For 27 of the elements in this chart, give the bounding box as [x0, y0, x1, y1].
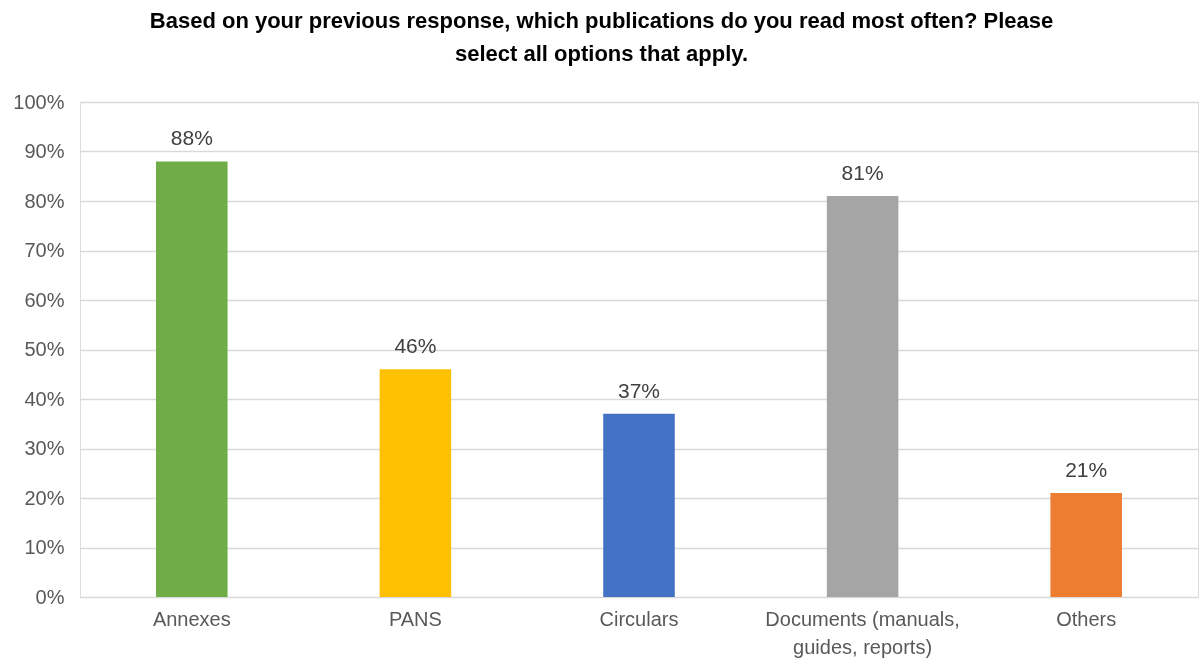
bar: [603, 413, 675, 597]
data-label: 88%: [170, 126, 213, 150]
y-tick-label: 0%: [35, 585, 65, 608]
y-tick-label: 70%: [24, 239, 65, 261]
x-tick-label: Documents (manuals, guides, reports): [765, 607, 960, 658]
data-label: 81%: [841, 161, 884, 185]
x-tick-label: PANS: [388, 607, 442, 630]
y-tick-label: 30%: [24, 437, 65, 459]
bar: [379, 369, 452, 597]
y-tick-label: 20%: [24, 486, 65, 509]
bar: [156, 161, 228, 597]
bar: [826, 196, 899, 597]
x-tick-label: Annexes: [152, 607, 231, 630]
data-label: 21%: [1065, 458, 1108, 482]
y-tick-label: 10%: [24, 536, 65, 558]
bar: [1050, 493, 1122, 597]
chart-title: Based on your previous response, which publications do you read most often? Please select all options that apply.: [149, 8, 1054, 66]
y-tick-label: 90%: [24, 140, 65, 162]
y-tick-label: 100%: [13, 90, 65, 113]
x-tick-label: Circulars: [599, 607, 679, 630]
y-tick-label: 80%: [24, 189, 65, 212]
y-tick-label: 60%: [24, 288, 65, 311]
y-tick-label: 50%: [24, 338, 65, 360]
x-tick-label: Others: [1056, 607, 1117, 630]
data-label: 46%: [394, 334, 437, 358]
data-label: 37%: [617, 378, 661, 402]
y-tick-label: 40%: [24, 387, 65, 410]
